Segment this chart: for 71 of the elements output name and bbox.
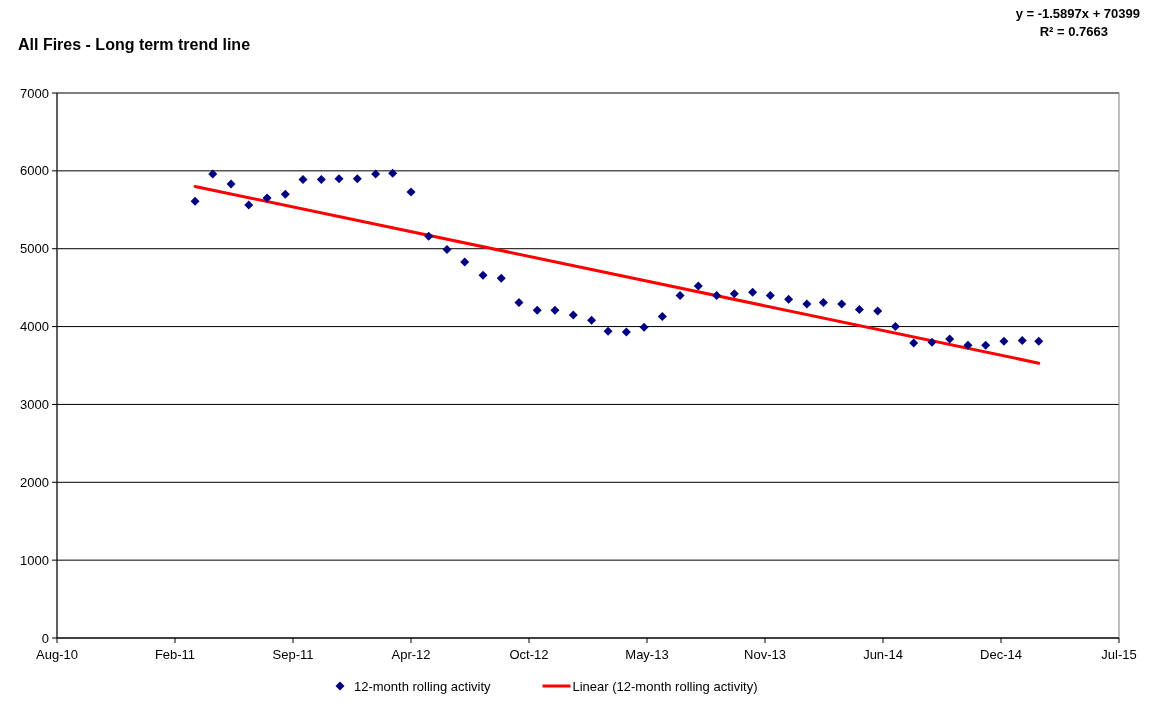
point [442, 244, 452, 254]
point [818, 297, 828, 307]
x-tick-label: Nov-13 [744, 647, 786, 662]
point [837, 299, 847, 309]
text: R² = 0.7663 [1039, 24, 1108, 39]
y-tick-label: 2000 [20, 474, 49, 490]
point [603, 326, 613, 336]
point [334, 174, 344, 184]
x-tick-label: May-13 [625, 647, 669, 662]
point [712, 290, 722, 300]
point [226, 179, 236, 189]
point [1017, 336, 1027, 346]
point [802, 299, 812, 309]
point [388, 168, 398, 178]
chart-title: All Fires - Long term trend line [18, 36, 251, 53]
point [945, 334, 955, 344]
point [262, 193, 272, 203]
x-tick-label: Oct-12 [509, 647, 549, 662]
point [514, 297, 524, 307]
point [478, 270, 488, 280]
text: y = -1.5897x + 70399 [1015, 6, 1140, 21]
point [568, 310, 578, 320]
point [890, 322, 900, 332]
point [963, 340, 973, 350]
point [424, 231, 434, 241]
point [765, 290, 775, 300]
y-tick-label: 5000 [20, 241, 49, 257]
point [1034, 336, 1044, 346]
point [693, 281, 703, 291]
point [873, 306, 883, 316]
point [496, 273, 506, 283]
point [460, 257, 470, 267]
point [587, 315, 597, 325]
legend-label: Linear (12-month rolling activity) [572, 679, 758, 694]
point [532, 305, 542, 315]
x-tick-label: Jun-14 [863, 647, 903, 662]
point [621, 327, 631, 337]
point [280, 189, 290, 199]
y-tick-label: 4000 [20, 319, 49, 335]
point [909, 338, 919, 348]
point [927, 337, 937, 347]
x-tick-label: Aug-10 [36, 647, 78, 662]
point [784, 294, 794, 304]
y-tick-label: 6000 [20, 163, 49, 179]
point [190, 196, 200, 206]
point [981, 340, 991, 350]
point [406, 187, 416, 197]
point [729, 289, 739, 299]
point [298, 174, 308, 184]
point [550, 305, 560, 315]
x-tick-label: Apr-12 [391, 647, 431, 662]
x-tick-label: Feb-11 [154, 647, 196, 662]
x-tick-label: Jul-15 [1101, 647, 1137, 662]
y-tick-label: 3000 [20, 396, 49, 412]
x-tick-label: Dec-14 [980, 647, 1022, 662]
point [371, 169, 381, 179]
point [208, 169, 218, 179]
point [675, 290, 685, 300]
point [352, 174, 362, 184]
point [748, 287, 758, 297]
point [316, 174, 326, 184]
point [657, 311, 667, 321]
legend-label: 12-month rolling activity [354, 679, 492, 694]
point [999, 336, 1009, 346]
point [244, 200, 254, 210]
point [639, 322, 649, 332]
x-tick-label: Sep-11 [272, 647, 314, 662]
y-tick-label: 1000 [20, 552, 49, 568]
point [854, 304, 864, 314]
y-tick-label: 7000 [20, 85, 49, 101]
y-tick-label: 0 [41, 630, 49, 646]
